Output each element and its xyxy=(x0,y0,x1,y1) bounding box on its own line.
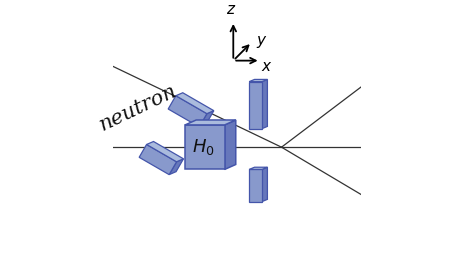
Text: x: x xyxy=(262,59,271,73)
Polygon shape xyxy=(249,169,262,201)
Polygon shape xyxy=(199,111,214,127)
Polygon shape xyxy=(139,144,176,175)
Polygon shape xyxy=(225,120,236,169)
Polygon shape xyxy=(146,142,183,162)
Polygon shape xyxy=(168,96,207,127)
Polygon shape xyxy=(249,79,267,82)
Polygon shape xyxy=(249,82,262,129)
Polygon shape xyxy=(262,79,267,129)
Text: neutron: neutron xyxy=(96,81,180,134)
Polygon shape xyxy=(176,93,214,114)
Text: z: z xyxy=(226,2,234,17)
Polygon shape xyxy=(169,159,183,175)
Polygon shape xyxy=(262,167,267,201)
Text: y: y xyxy=(256,33,265,48)
Polygon shape xyxy=(185,120,236,125)
Polygon shape xyxy=(249,167,267,169)
Polygon shape xyxy=(185,125,225,169)
Text: $H_0$: $H_0$ xyxy=(192,137,215,157)
